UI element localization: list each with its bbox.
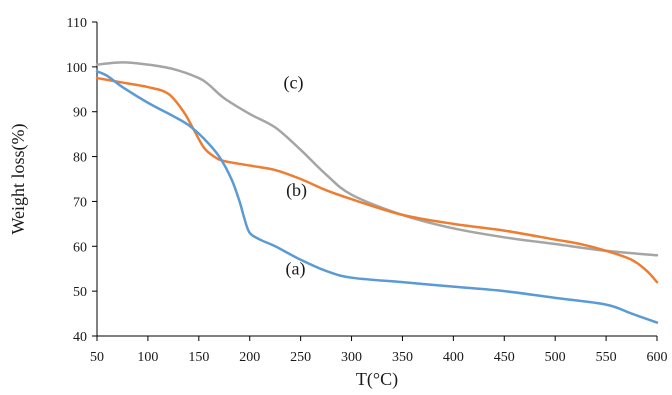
x-tick-label: 400 (443, 350, 464, 365)
y-tick-label: 110 (67, 16, 87, 31)
x-tick-label: 250 (290, 350, 311, 365)
annotation-layer: (c) (b) (a) (284, 73, 308, 280)
x-tick-label: 550 (596, 350, 617, 365)
y-axis: 40 50 60 70 80 90 100 110 (66, 16, 98, 345)
series-layer (95, 61, 659, 324)
series-line-c (95, 61, 659, 257)
x-tick-label: 450 (494, 350, 515, 365)
y-tick-label: 60 (73, 240, 87, 255)
x-tick-label: 350 (392, 350, 413, 365)
x-tick-label: 300 (341, 350, 362, 365)
x-axis-title: T(°C) (356, 369, 398, 390)
x-tick-label: 100 (137, 350, 158, 365)
curve-label-c: (c) (284, 73, 304, 94)
series-line-a (95, 70, 659, 324)
x-axis: 50 100 150 200 250 300 350 400 450 500 550 600 (90, 335, 668, 365)
series-line-b (95, 76, 659, 284)
x-tick-label: 150 (188, 350, 209, 365)
x-tick-label: 600 (647, 350, 668, 365)
y-tick-label: 70 (73, 195, 87, 210)
curve-label-a: (a) (286, 259, 306, 280)
x-tick-label: 50 (90, 350, 104, 365)
x-tick-label: 500 (545, 350, 566, 365)
y-axis-title: Weight loss(%) (8, 123, 29, 234)
y-tick-label: 100 (66, 61, 87, 76)
curve-label-b: (b) (286, 180, 307, 201)
x-tick-label: 200 (239, 350, 260, 365)
y-tick-label: 90 (73, 106, 87, 121)
y-tick-label: 80 (73, 151, 87, 166)
y-tick-label: 50 (73, 285, 87, 300)
y-tick-label: 40 (73, 330, 87, 345)
